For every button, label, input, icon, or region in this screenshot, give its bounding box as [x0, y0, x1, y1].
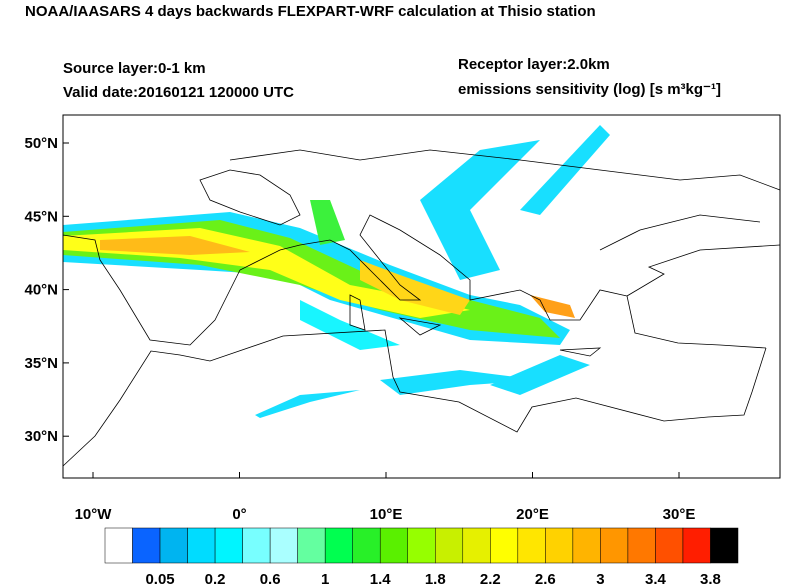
- colorbar-swatch: [132, 527, 161, 564]
- colorbar-label: 2.6: [535, 571, 556, 585]
- colorbar-swatch: [159, 527, 188, 564]
- colorbar-swatch: [324, 527, 353, 564]
- lat-label: 50°N: [24, 135, 58, 152]
- colorbar-label: 3: [596, 571, 604, 585]
- colorbar-swatch: [600, 527, 629, 564]
- colorbar-swatch: [187, 527, 216, 564]
- lon-label: 10°W: [75, 506, 113, 523]
- colorbar-label: 0.05: [145, 571, 174, 585]
- lat-label: 35°N: [24, 355, 58, 372]
- colorbar-label: 3.8: [700, 571, 721, 585]
- lon-label: 30°E: [663, 506, 696, 523]
- coastlines: [62, 149, 781, 467]
- title: NOAA/IAASARS 4 days backwards FLEXPART-W…: [25, 3, 596, 20]
- colorbar-label: 1: [321, 571, 329, 585]
- plume: [63, 125, 610, 418]
- colorbar-swatch: [710, 527, 739, 564]
- axis-labels: 10°W 0° 10°E 20°E 30°E 50°N 45°N 40°N 35°N 30°N: [24, 135, 695, 523]
- colorbar-swatch: [379, 527, 408, 564]
- colorbar-label: 2.2: [480, 571, 501, 585]
- lat-label: 45°N: [24, 208, 58, 225]
- colorbar-label: 1.8: [425, 571, 446, 585]
- lat-label: 30°N: [24, 428, 58, 445]
- colorbar-swatch: [627, 527, 656, 564]
- colorbar: 0.05 0.2 0.6 1 1.4 1.8 2.2 2.6 3 3.4 3.8: [104, 527, 739, 585]
- colorbar-swatch: [572, 527, 601, 564]
- colorbar-swatch: [517, 527, 546, 564]
- valid-date: Valid date:20160121 120000 UTC: [63, 84, 294, 101]
- colorbar-swatch: [545, 527, 574, 564]
- colorbar-swatch: [462, 527, 491, 564]
- colorbar-label: 0.2: [205, 571, 226, 585]
- colorbar-swatch: [407, 527, 436, 564]
- colorbar-swatch: [104, 527, 133, 564]
- colorbar-swatch: [269, 527, 298, 564]
- colorbar-label: 1.4: [370, 571, 392, 585]
- lon-label: 10°E: [370, 506, 403, 523]
- colorbar-swatch: [655, 527, 684, 564]
- lon-label: 0°: [232, 506, 246, 523]
- receptor-layer: Receptor layer:2.0km: [458, 56, 610, 73]
- colorbar-swatch: [490, 527, 519, 564]
- colorbar-swatch: [214, 527, 243, 564]
- colorbar-swatch: [352, 527, 381, 564]
- source-layer: Source layer:0-1 km: [63, 60, 206, 77]
- lon-label: 20°E: [516, 506, 549, 523]
- map: [62, 114, 781, 479]
- units: emissions sensitivity (log) [s m³kg⁻¹]: [458, 81, 721, 98]
- colorbar-label: 0.6: [260, 571, 281, 585]
- colorbar-swatch: [297, 527, 326, 564]
- colorbar-label: 3.4: [645, 571, 667, 585]
- colorbar-swatch: [682, 527, 711, 564]
- colorbar-swatch: [242, 527, 271, 564]
- colorbar-swatch: [435, 527, 464, 564]
- lat-label: 40°N: [24, 282, 58, 299]
